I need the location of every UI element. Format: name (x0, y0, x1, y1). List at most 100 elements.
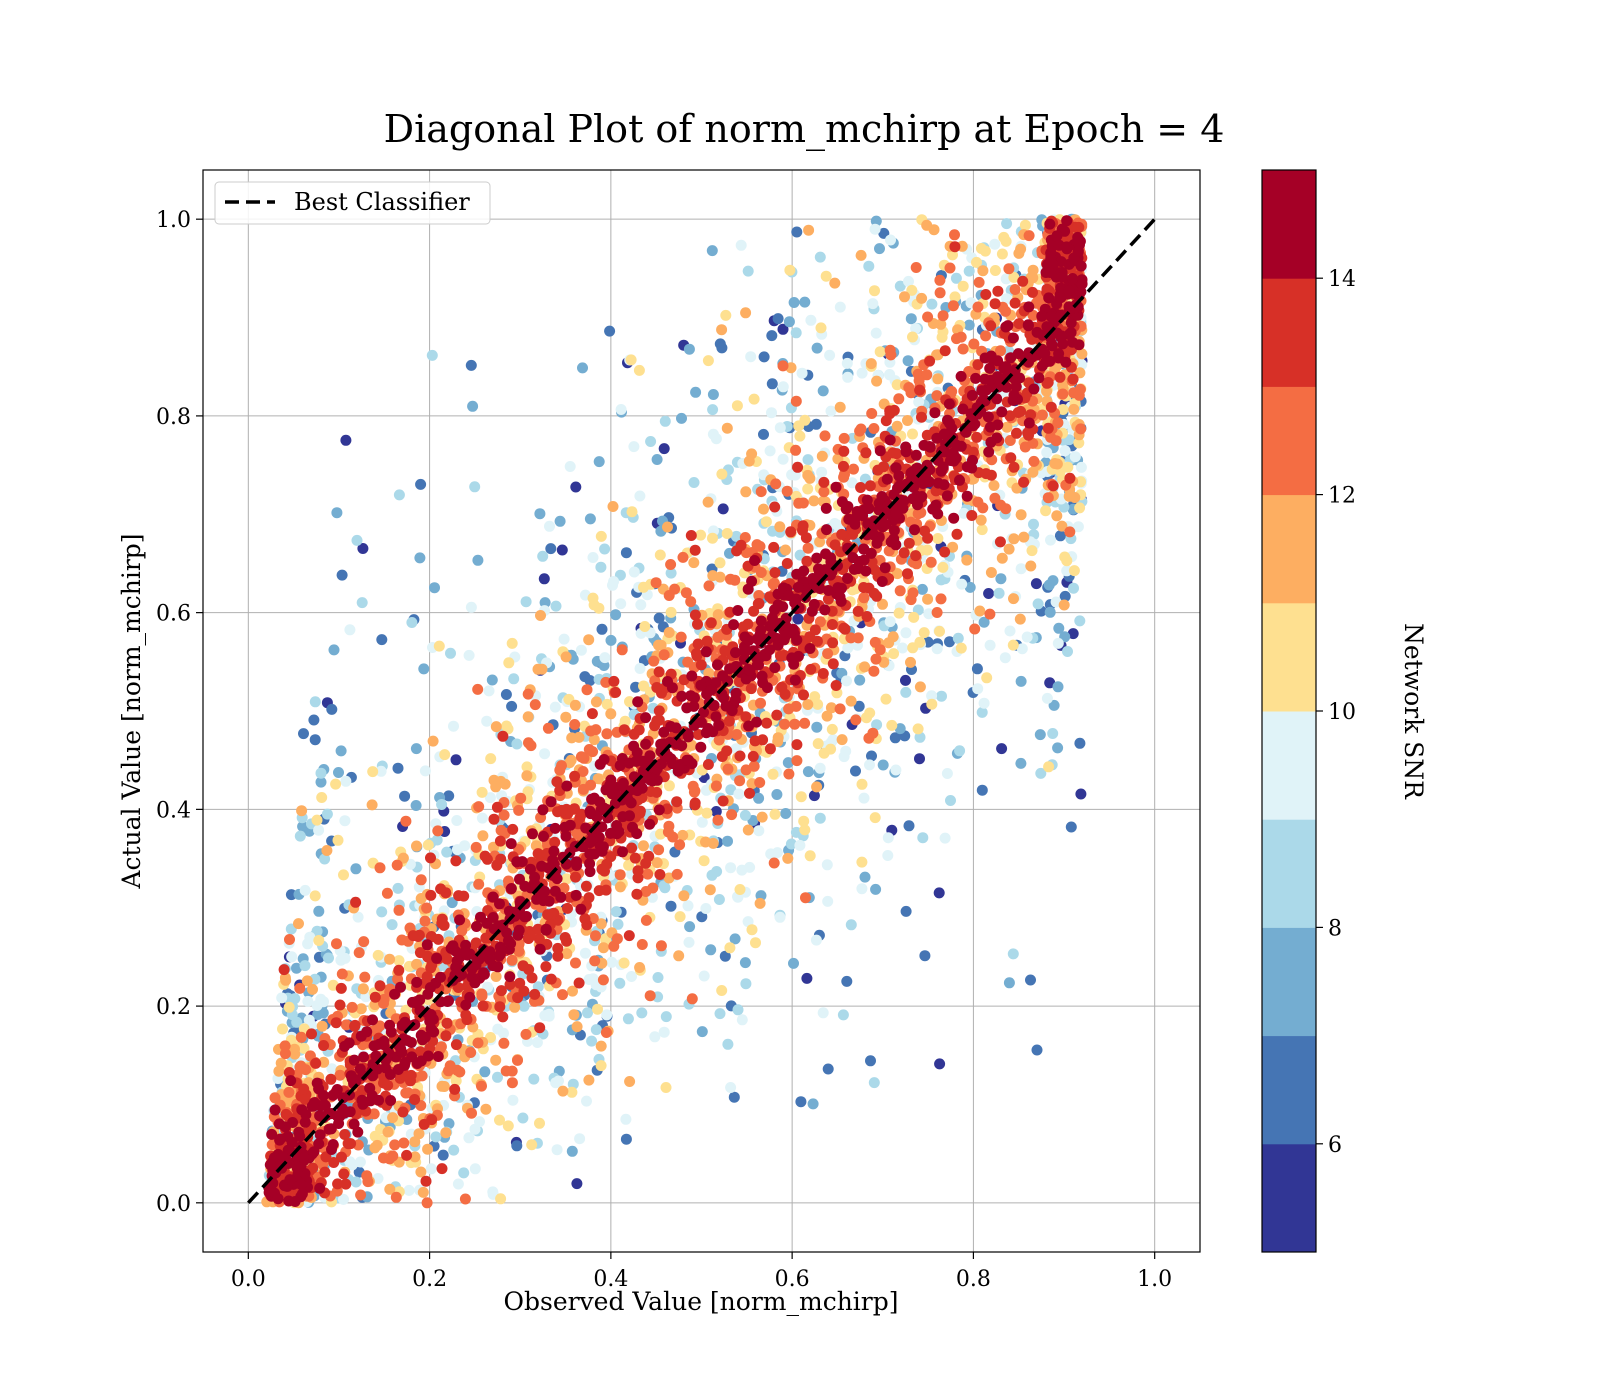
scatter-point (917, 832, 929, 844)
scatter-point (855, 249, 867, 261)
scatter-point (714, 571, 726, 583)
scatter-point (1017, 275, 1029, 287)
scatter-point (1015, 509, 1027, 521)
scatter-point (293, 1126, 305, 1138)
scatter-point (1015, 757, 1027, 769)
scatter-point (882, 850, 894, 861)
scatter-point (567, 985, 578, 997)
scatter-point (497, 730, 509, 742)
scatter-point (951, 528, 963, 540)
scatter-point (1075, 260, 1087, 272)
scatter-point (824, 349, 836, 361)
scatter-point (398, 1137, 410, 1149)
scatter-point (601, 1009, 613, 1021)
scatter-point (753, 792, 765, 804)
scatter-point (417, 1186, 429, 1198)
scatter-point (367, 1014, 378, 1026)
scatter-point (822, 585, 834, 596)
scatter-point (1010, 381, 1022, 393)
scatter-point (725, 784, 737, 796)
scatter-point (779, 718, 790, 730)
scatter-point (871, 375, 883, 387)
scatter-point (330, 1017, 342, 1029)
scatter-point (838, 460, 849, 472)
scatter-point (980, 289, 992, 300)
scatter-point (507, 823, 519, 835)
scatter-point (868, 587, 880, 599)
scatter-point (476, 812, 488, 824)
scatter-point (490, 721, 502, 733)
scatter-point (903, 382, 915, 393)
scatter-point (929, 407, 941, 419)
scatter-point (1027, 309, 1039, 321)
scatter-point (983, 446, 995, 458)
scatter-point (653, 844, 665, 856)
scatter-point (720, 309, 732, 321)
scatter-point (550, 600, 562, 612)
scatter-point (495, 1193, 507, 1205)
scatter-point (1027, 437, 1039, 449)
scatter-point (318, 1040, 330, 1051)
scatter-point (642, 868, 654, 880)
scatter-point (495, 853, 507, 865)
scatter-point (713, 894, 725, 905)
scatter-point (494, 898, 505, 910)
scatter-point (439, 749, 451, 761)
scatter-point (903, 820, 915, 832)
scatter-point (584, 858, 596, 870)
scatter-point (825, 702, 837, 714)
scatter-point (838, 445, 850, 457)
scatter-point (273, 1118, 285, 1130)
scatter-point (403, 1184, 415, 1196)
scatter-point (306, 1028, 317, 1040)
scatter-point (769, 567, 781, 579)
scatter-point (1041, 692, 1053, 704)
scatter-point (662, 521, 673, 533)
scatter-point (374, 862, 386, 874)
scatter-point (721, 528, 733, 539)
scatter-point (289, 1196, 301, 1207)
scatter-point (900, 686, 912, 698)
scatter-point (891, 379, 903, 391)
scatter-point (777, 323, 789, 335)
scatter-point (473, 878, 485, 890)
scatter-point (357, 543, 369, 554)
scatter-point (469, 1163, 481, 1175)
scatter-point (355, 1003, 367, 1015)
scatter-point (912, 508, 924, 520)
scatter-point (794, 430, 806, 442)
scatter-point (992, 419, 1004, 431)
scatter-point (1074, 383, 1086, 395)
scatter-point (522, 688, 534, 700)
scatter-point (328, 1157, 340, 1168)
scatter-point (654, 549, 666, 561)
scatter-point (1043, 292, 1055, 304)
scatter-point (842, 573, 853, 584)
scatter-point (790, 395, 802, 407)
scatter-point (638, 840, 649, 852)
scatter-point (576, 808, 587, 820)
scatter-point (714, 1008, 726, 1020)
scatter-point (587, 552, 599, 563)
scatter-point (689, 544, 701, 556)
scatter-point (801, 555, 813, 567)
scatter-point (278, 964, 290, 976)
scatter-point (989, 265, 1001, 276)
scatter-point (754, 897, 766, 909)
scatter-point (846, 477, 858, 489)
scatter-point (624, 1076, 636, 1087)
scatter-point (397, 1106, 409, 1118)
scatter-point (722, 1038, 734, 1050)
scatter-point (885, 349, 897, 361)
scatter-point (748, 760, 760, 772)
scatter-point (590, 1024, 602, 1036)
scatter-point (866, 750, 877, 762)
scatter-point (1075, 788, 1087, 800)
scatter-point (299, 884, 311, 896)
scatter-point (994, 536, 1006, 548)
scatter-point (450, 1075, 462, 1087)
scatter-point (529, 988, 541, 1000)
scatter-point (446, 897, 458, 909)
scatter-point (821, 710, 833, 722)
scatter-point (1042, 422, 1054, 434)
